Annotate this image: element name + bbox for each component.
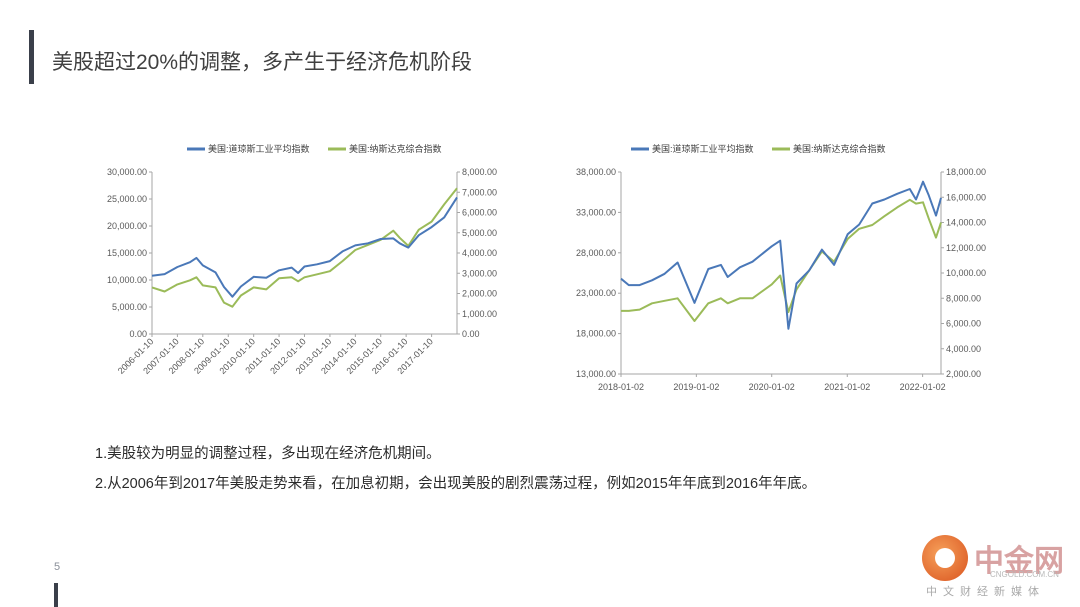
x-tick-label: 2020-01-02 [749, 382, 795, 392]
chart-2018-2022: 13,000.00 18,000.00 23,000.00 28,000.00 33,0… [576, 143, 986, 392]
slide-title: 美股超过20%的调整，多产生于经济危机阶段 [52, 51, 473, 74]
left-tick-label: 38,000.00 [576, 167, 616, 177]
left-tick-label: 0.00 [129, 329, 147, 339]
left-tick-label: 15,000.00 [107, 248, 147, 258]
legend-label: 美国:纳斯达克综合指数 [349, 143, 442, 154]
footer-accent-bar [54, 583, 58, 607]
right-tick-label: 5,000.00 [462, 228, 497, 238]
dow-series-line [620, 180, 942, 330]
left-tick-label: 20,000.00 [107, 221, 147, 231]
right-tick-label: 18,000.00 [946, 167, 986, 177]
right-tick-label: 4,000.00 [946, 344, 981, 354]
watermark-subtitle: 中文财经新媒体 [926, 586, 1045, 598]
right-tick-label: 6,000.00 [462, 208, 497, 218]
right-tick-label: 10,000.00 [946, 268, 986, 278]
legend-label: 美国:道琼斯工业平均指数 [208, 143, 310, 154]
note-line-2: 2.从2006年到2017年美股走势来看，在加息初期，会出现美股的剧烈震荡过程，… [95, 476, 817, 492]
x-tick-label: 2019-01-02 [673, 382, 719, 392]
left-tick-label: 18,000.00 [576, 329, 616, 339]
right-tick-label: 12,000.00 [946, 243, 986, 253]
title-accent-bar [29, 30, 34, 84]
watermark-logo-inner [935, 548, 955, 568]
chart-2006-2017: 0.00 5,000.00 10,000.00 15,000.00 20,000.00 2… [107, 143, 497, 376]
right-tick-label: 6,000.00 [946, 319, 981, 329]
right-tick-label: 14,000.00 [946, 218, 986, 228]
right-tick-label: 2,000.00 [462, 289, 497, 299]
nasdaq-series-line [151, 187, 458, 308]
right-tick-label: 4,000.00 [462, 248, 497, 258]
right-tick-label: 16,000.00 [946, 192, 986, 202]
left-tick-label: 25,000.00 [107, 194, 147, 204]
x-tick-label: 2018-01-02 [598, 382, 644, 392]
left-tick-label: 33,000.00 [576, 207, 616, 217]
right-tick-label: 3,000.00 [462, 268, 497, 278]
right-tick-label: 8,000.00 [946, 293, 981, 303]
right-tick-label: 0.00 [462, 329, 480, 339]
left-tick-label: 28,000.00 [576, 248, 616, 258]
dow-series-line [151, 196, 458, 298]
left-tick-label: 5,000.00 [112, 302, 147, 312]
left-tick-label: 30,000.00 [107, 167, 147, 177]
right-tick-label: 1,000.00 [462, 309, 497, 319]
legend-label: 美国:纳斯达克综合指数 [793, 143, 886, 154]
nasdaq-series-line [621, 198, 942, 322]
right-tick-label: 2,000.00 [946, 369, 981, 379]
right-tick-label: 8,000.00 [462, 167, 497, 177]
legend-label: 美国:道琼斯工业平均指数 [652, 143, 754, 154]
x-tick-label: 2022-01-02 [900, 382, 946, 392]
note-line-1: 1.美股较为明显的调整过程，多出现在经济危机期间。 [95, 446, 441, 462]
watermark-name: 中金网 [974, 544, 1064, 579]
right-tick-label: 7,000.00 [462, 187, 497, 197]
x-tick-label: 2021-01-02 [824, 382, 870, 392]
left-tick-label: 13,000.00 [576, 369, 616, 379]
watermark-url: CNGOLD.COM.CN [990, 570, 1059, 579]
page-number: 5 [54, 561, 61, 573]
left-tick-label: 23,000.00 [576, 288, 616, 298]
left-tick-label: 10,000.00 [107, 275, 147, 285]
